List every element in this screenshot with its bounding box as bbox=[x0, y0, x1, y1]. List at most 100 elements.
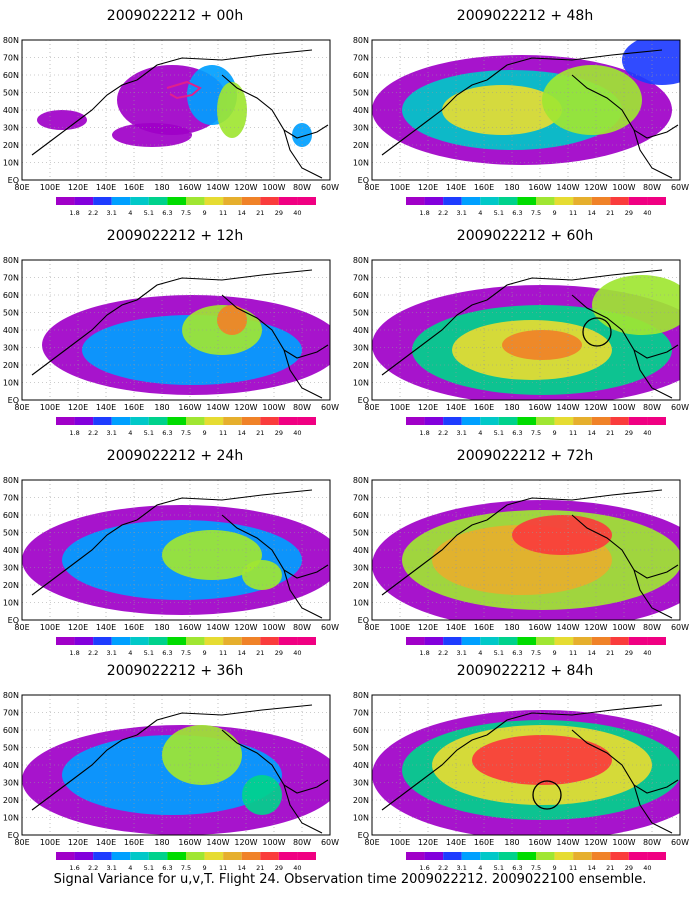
variance-map: EQ 10N 20N 30N 40N 50N 60N 70N 80N 80E 100E 120E 140… bbox=[3, 256, 339, 435]
lat-label: 30N bbox=[353, 124, 369, 133]
coastline bbox=[633, 124, 679, 139]
colorbar-swatch bbox=[93, 197, 112, 205]
colorbar-label: 7.5 bbox=[531, 429, 541, 435]
colorbar-swatch bbox=[148, 417, 168, 425]
colorbar-swatch bbox=[278, 417, 298, 425]
colorbar-label: 3.1 bbox=[457, 649, 467, 655]
colorbar-swatch bbox=[241, 417, 261, 425]
lon-label: 100E bbox=[40, 183, 60, 192]
colorbar-swatch bbox=[443, 637, 462, 645]
lon-label: 140E bbox=[96, 403, 116, 412]
lat-label: 70N bbox=[3, 709, 19, 718]
lat-label: 20N bbox=[353, 361, 369, 370]
colorbar-swatch bbox=[56, 197, 75, 205]
colorbar-swatch bbox=[628, 197, 648, 205]
colorbar-swatch bbox=[591, 197, 611, 205]
lat-label: 70N bbox=[353, 54, 369, 63]
colorbar: 1.6 2.2 3.1 4 5.1 6.3 7.5 9 11 14 21 29 40 bbox=[406, 852, 666, 870]
lat-label: 50N bbox=[353, 309, 369, 318]
lat-label: 50N bbox=[353, 529, 369, 538]
colorbar-swatch bbox=[406, 197, 425, 205]
colorbar-swatch bbox=[204, 417, 224, 425]
lon-label: 100W bbox=[262, 623, 285, 632]
colorbar-swatch bbox=[406, 852, 425, 860]
colorbar-swatch bbox=[223, 852, 242, 860]
colorbar-swatch bbox=[204, 197, 224, 205]
colorbar-swatch bbox=[573, 637, 592, 645]
lon-label: 60W bbox=[321, 838, 339, 847]
lon-label: 120W bbox=[584, 183, 607, 192]
lon-label: 80E bbox=[364, 183, 379, 192]
colorbar: 1.8 2.2 3.1 4 5.1 6.3 7.5 9 11 14 21 29 40 bbox=[406, 417, 666, 435]
lat-label: 30N bbox=[3, 124, 19, 133]
colorbar-swatch bbox=[260, 637, 279, 645]
colorbar-label: 14 bbox=[238, 864, 246, 870]
coastline bbox=[633, 344, 679, 359]
lon-label: 80W bbox=[643, 838, 661, 847]
lat-label: 10N bbox=[3, 159, 19, 168]
lon-label: 80W bbox=[293, 838, 311, 847]
lat-label: 60N bbox=[353, 71, 369, 80]
coastline bbox=[283, 779, 329, 794]
variance-map: EQ 10N 20N 30N 40N 50N 60N 70N 80N 80E 100E 120E 140… bbox=[353, 476, 689, 655]
colorbar-label: 6.3 bbox=[512, 649, 522, 655]
colorbar-swatch bbox=[111, 852, 131, 860]
lon-label: 100E bbox=[390, 623, 410, 632]
lat-label: 80N bbox=[353, 691, 369, 700]
colorbar-swatch bbox=[223, 637, 242, 645]
colorbar-swatch bbox=[647, 197, 666, 205]
lat-label: 20N bbox=[353, 581, 369, 590]
colorbar-label: 11 bbox=[569, 209, 577, 215]
lon-label: 60W bbox=[321, 623, 339, 632]
colorbar-label: 6.3 bbox=[162, 429, 172, 435]
colorbar-swatch bbox=[241, 637, 261, 645]
colorbar-label: 3.1 bbox=[107, 429, 117, 435]
coastline bbox=[283, 344, 329, 359]
lat-label: 10N bbox=[3, 814, 19, 823]
map-panel: 2009022212 + 12h EQ 10N 20N 30N 40N 50N 60N 70N 8… bbox=[0, 220, 350, 445]
lon-label: 80E bbox=[14, 403, 29, 412]
colorbar-swatch bbox=[74, 197, 94, 205]
colorbar-label: 11 bbox=[219, 209, 227, 215]
coastline bbox=[633, 564, 679, 579]
colorbar-label: 14 bbox=[588, 209, 596, 215]
lat-label: 70N bbox=[3, 274, 19, 283]
colorbar-swatch bbox=[260, 852, 279, 860]
panel-title: 2009022212 + 60h bbox=[456, 228, 594, 244]
lat-label: 30N bbox=[3, 779, 19, 788]
colorbar-label: 5.1 bbox=[144, 864, 154, 870]
colorbar-label: 4 bbox=[128, 429, 132, 435]
lon-label: 160W bbox=[178, 183, 201, 192]
colorbar-swatch bbox=[74, 637, 94, 645]
colorbar-swatch bbox=[480, 637, 499, 645]
colorbar-label: 4 bbox=[478, 209, 482, 215]
lon-label: 120E bbox=[68, 183, 88, 192]
map-panel: 2009022212 + 48h EQ 10N 20N 30N 40N 50N 60N 70N 8… bbox=[350, 0, 700, 225]
lat-label: 80N bbox=[3, 691, 19, 700]
colorbar-swatch bbox=[111, 417, 131, 425]
colorbar-label: 29 bbox=[275, 209, 283, 215]
lat-label: 30N bbox=[353, 564, 369, 573]
variance-map: EQ 10N 20N 30N 40N 50N 60N 70N 80N 80E 100E 120E 140… bbox=[3, 36, 339, 215]
colorbar-swatch bbox=[498, 417, 518, 425]
lon-label: 160W bbox=[178, 403, 201, 412]
lat-label: EQ bbox=[8, 396, 19, 405]
lon-label: 160W bbox=[528, 623, 551, 632]
colorbar-label: 29 bbox=[625, 209, 633, 215]
lat-label: 40N bbox=[353, 546, 369, 555]
lon-label: 100E bbox=[40, 403, 60, 412]
colorbar-label: 5.1 bbox=[144, 209, 154, 215]
lat-label: 10N bbox=[3, 379, 19, 388]
panel-title: 2009022212 + 84h bbox=[456, 663, 594, 679]
variance-blob bbox=[442, 85, 562, 135]
colorbar-label: 1.8 bbox=[419, 209, 429, 215]
colorbar-label: 14 bbox=[588, 864, 596, 870]
colorbar-label: 7.5 bbox=[531, 649, 541, 655]
colorbar-label: 9 bbox=[553, 649, 557, 655]
colorbar-label: 2.2 bbox=[88, 429, 98, 435]
colorbar-swatch bbox=[536, 417, 555, 425]
variance-blob bbox=[472, 735, 612, 785]
colorbar-label: 6.3 bbox=[162, 209, 172, 215]
colorbar: 1.8 2.2 3.1 4 5.1 6.3 7.5 9 11 14 21 29 40 bbox=[56, 417, 316, 435]
colorbar-label: 9 bbox=[203, 649, 207, 655]
